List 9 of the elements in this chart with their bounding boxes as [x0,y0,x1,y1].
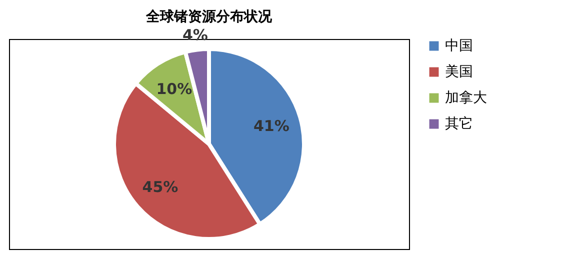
legend-label: 其它 [445,116,473,132]
legend-label: 美国 [445,64,473,80]
legend-label: 中国 [445,38,473,54]
data-label: 4% [182,26,208,44]
chart-title: 全球锗资源分布状况 [145,8,273,25]
data-label: 10% [156,80,192,98]
data-label: 41% [253,116,290,135]
legend-label: 加拿大 [445,90,487,106]
data-label: 45% [142,178,178,196]
